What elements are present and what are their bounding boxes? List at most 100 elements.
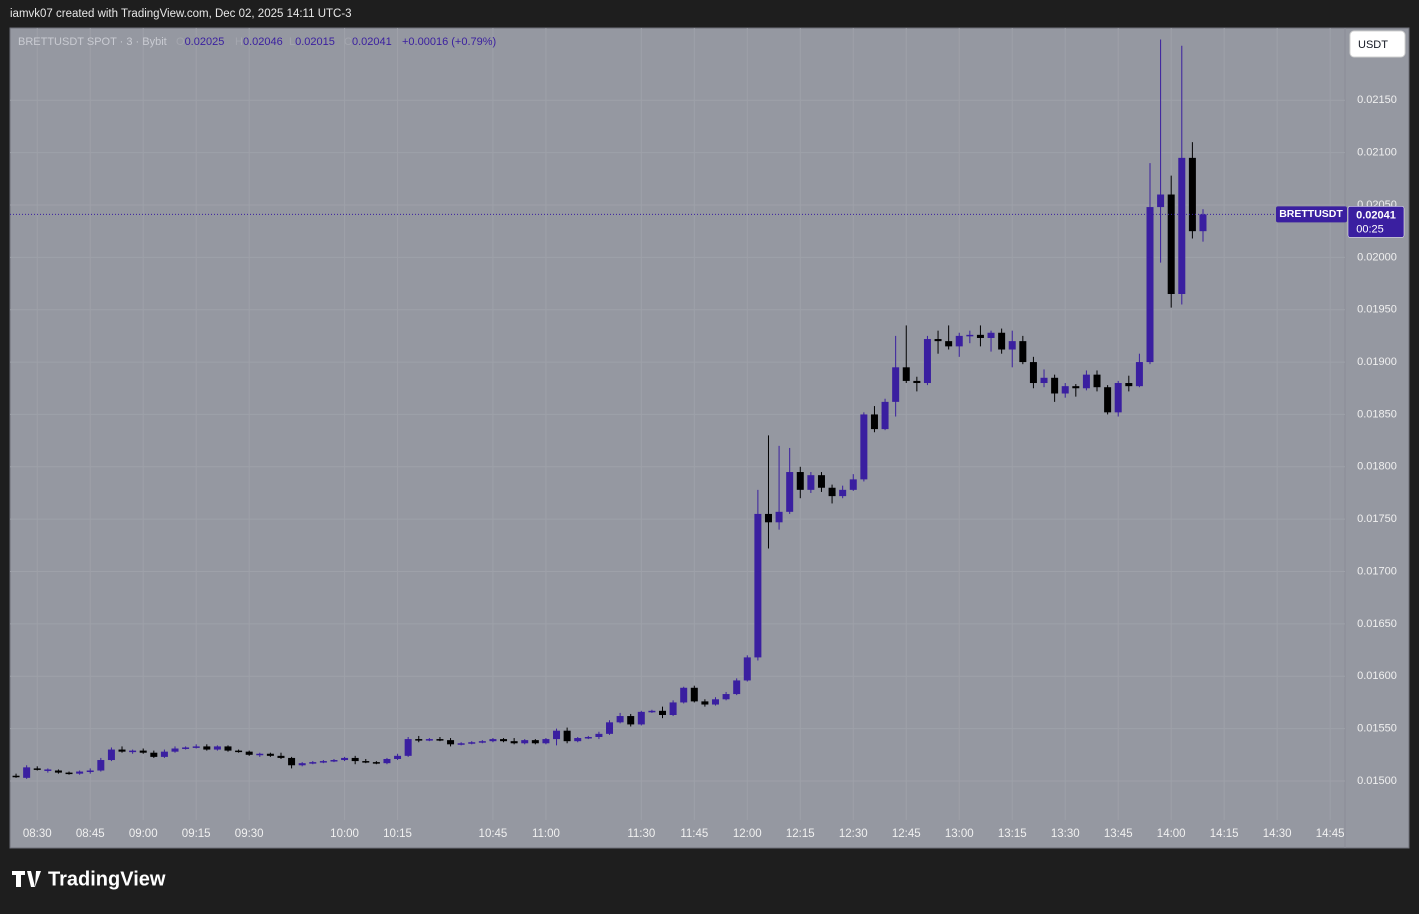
x-tick-label: 12:45 bbox=[892, 828, 921, 840]
x-tick-label: 09:30 bbox=[235, 828, 264, 840]
candle-body bbox=[351, 757, 359, 762]
candle-body bbox=[171, 748, 179, 752]
candle-body bbox=[701, 701, 709, 705]
candle-body bbox=[288, 757, 296, 766]
candle-body bbox=[447, 740, 455, 745]
candle-body bbox=[711, 699, 719, 705]
h-value: 0.02046 bbox=[243, 36, 283, 48]
candle-body bbox=[659, 710, 667, 715]
candle-body bbox=[839, 489, 847, 497]
candle-body bbox=[415, 739, 423, 741]
candle-body bbox=[1135, 362, 1143, 387]
x-tick-label: 14:00 bbox=[1157, 828, 1186, 840]
candle-body bbox=[733, 680, 741, 695]
currency-button[interactable] bbox=[1349, 30, 1406, 58]
candle-body bbox=[1125, 383, 1133, 387]
candle-body bbox=[722, 694, 730, 700]
ticker-tag bbox=[1276, 206, 1347, 223]
candle-body bbox=[500, 739, 508, 742]
y-tick-label: 0.01500 bbox=[1357, 775, 1397, 787]
x-tick-label: 14:45 bbox=[1316, 828, 1345, 840]
candle-body bbox=[584, 736, 592, 739]
candle-body bbox=[531, 740, 539, 744]
logo-mark bbox=[12, 871, 41, 887]
candle-body bbox=[468, 742, 476, 744]
y-tick-label: 0.02000 bbox=[1357, 251, 1397, 263]
candle-body bbox=[277, 755, 285, 758]
candle-body bbox=[574, 738, 582, 742]
candle-body bbox=[266, 753, 274, 756]
change: +0.00016 (+0.79%) bbox=[402, 36, 496, 48]
currency[interactable]: USDT bbox=[1358, 39, 1388, 51]
price-tag bbox=[1347, 206, 1405, 238]
ohlc-legend: O0.02025 H0.02046 L0.02015 C0.02041 +0.0… bbox=[176, 36, 496, 48]
candle-body bbox=[521, 740, 529, 744]
y-tick-label: 0.01550 bbox=[1357, 723, 1397, 735]
candle-body bbox=[203, 746, 211, 750]
x-tick-label: 08:30 bbox=[23, 828, 52, 840]
candle-body bbox=[160, 751, 168, 757]
candle-body bbox=[955, 335, 963, 347]
candle-body bbox=[33, 768, 41, 770]
candle-body bbox=[510, 741, 518, 744]
x-tick-label: 14:30 bbox=[1263, 828, 1292, 840]
x-tick-label: 12:30 bbox=[839, 828, 868, 840]
candle-body bbox=[987, 332, 995, 338]
candle-body bbox=[1082, 374, 1090, 389]
candle-body bbox=[881, 401, 889, 430]
x-tick-label: 12:15 bbox=[786, 828, 815, 840]
candle-body bbox=[1040, 377, 1048, 384]
candle-body bbox=[913, 380, 921, 384]
candle-body bbox=[1051, 377, 1059, 394]
candle-body bbox=[245, 751, 253, 755]
brand-logo: TradingView bbox=[12, 868, 166, 890]
candle-body bbox=[807, 475, 815, 490]
candle-body bbox=[139, 750, 147, 753]
candle-body bbox=[44, 769, 52, 771]
candle-body bbox=[107, 749, 115, 761]
candle-body bbox=[1093, 374, 1101, 388]
candle-body bbox=[1178, 157, 1186, 295]
o-key: O bbox=[176, 36, 185, 48]
candle-body bbox=[1114, 383, 1122, 413]
candle-body bbox=[1104, 387, 1112, 413]
candle-body bbox=[817, 475, 825, 488]
candle-body bbox=[436, 739, 444, 741]
candle-body bbox=[118, 749, 126, 752]
candle-body bbox=[680, 687, 688, 703]
candle-body bbox=[150, 752, 158, 757]
x-tick-label: 14:15 bbox=[1210, 828, 1239, 840]
candle-body bbox=[754, 513, 762, 658]
x-tick-label: 08:45 bbox=[76, 828, 105, 840]
candle-body bbox=[404, 739, 412, 756]
l-key: L bbox=[289, 36, 295, 48]
candle-body bbox=[870, 414, 878, 430]
candle-body bbox=[542, 739, 550, 744]
candle-body bbox=[934, 339, 942, 342]
countdown: 00:25 bbox=[1356, 223, 1384, 235]
caption: iamvk07 created with TradingView.com, De… bbox=[10, 8, 352, 20]
candle-body bbox=[23, 767, 31, 778]
price-tag-value: 0.02041 bbox=[1356, 209, 1396, 221]
candle-body bbox=[213, 746, 221, 750]
x-tick-label: 11:45 bbox=[680, 828, 708, 840]
candle-body bbox=[796, 472, 804, 490]
grid bbox=[10, 28, 1345, 820]
candle-body bbox=[648, 710, 656, 713]
candle-body bbox=[1061, 386, 1069, 394]
candle-body bbox=[892, 367, 900, 402]
candle-body bbox=[330, 760, 338, 762]
x-tick-label: 09:15 bbox=[182, 828, 211, 840]
y-tick-label: 0.02100 bbox=[1357, 147, 1397, 159]
x-tick-label: 13:00 bbox=[945, 828, 974, 840]
x-tick-label: 13:30 bbox=[1051, 828, 1080, 840]
candle-body bbox=[1167, 194, 1175, 295]
candle-body bbox=[54, 770, 62, 773]
candle-body bbox=[298, 763, 306, 766]
y-tick-label: 0.02150 bbox=[1357, 94, 1397, 106]
l-value: 0.02015 bbox=[295, 36, 335, 48]
candle-body bbox=[394, 755, 402, 759]
x-tick-label: 12:00 bbox=[733, 828, 762, 840]
candle-body bbox=[457, 743, 465, 745]
